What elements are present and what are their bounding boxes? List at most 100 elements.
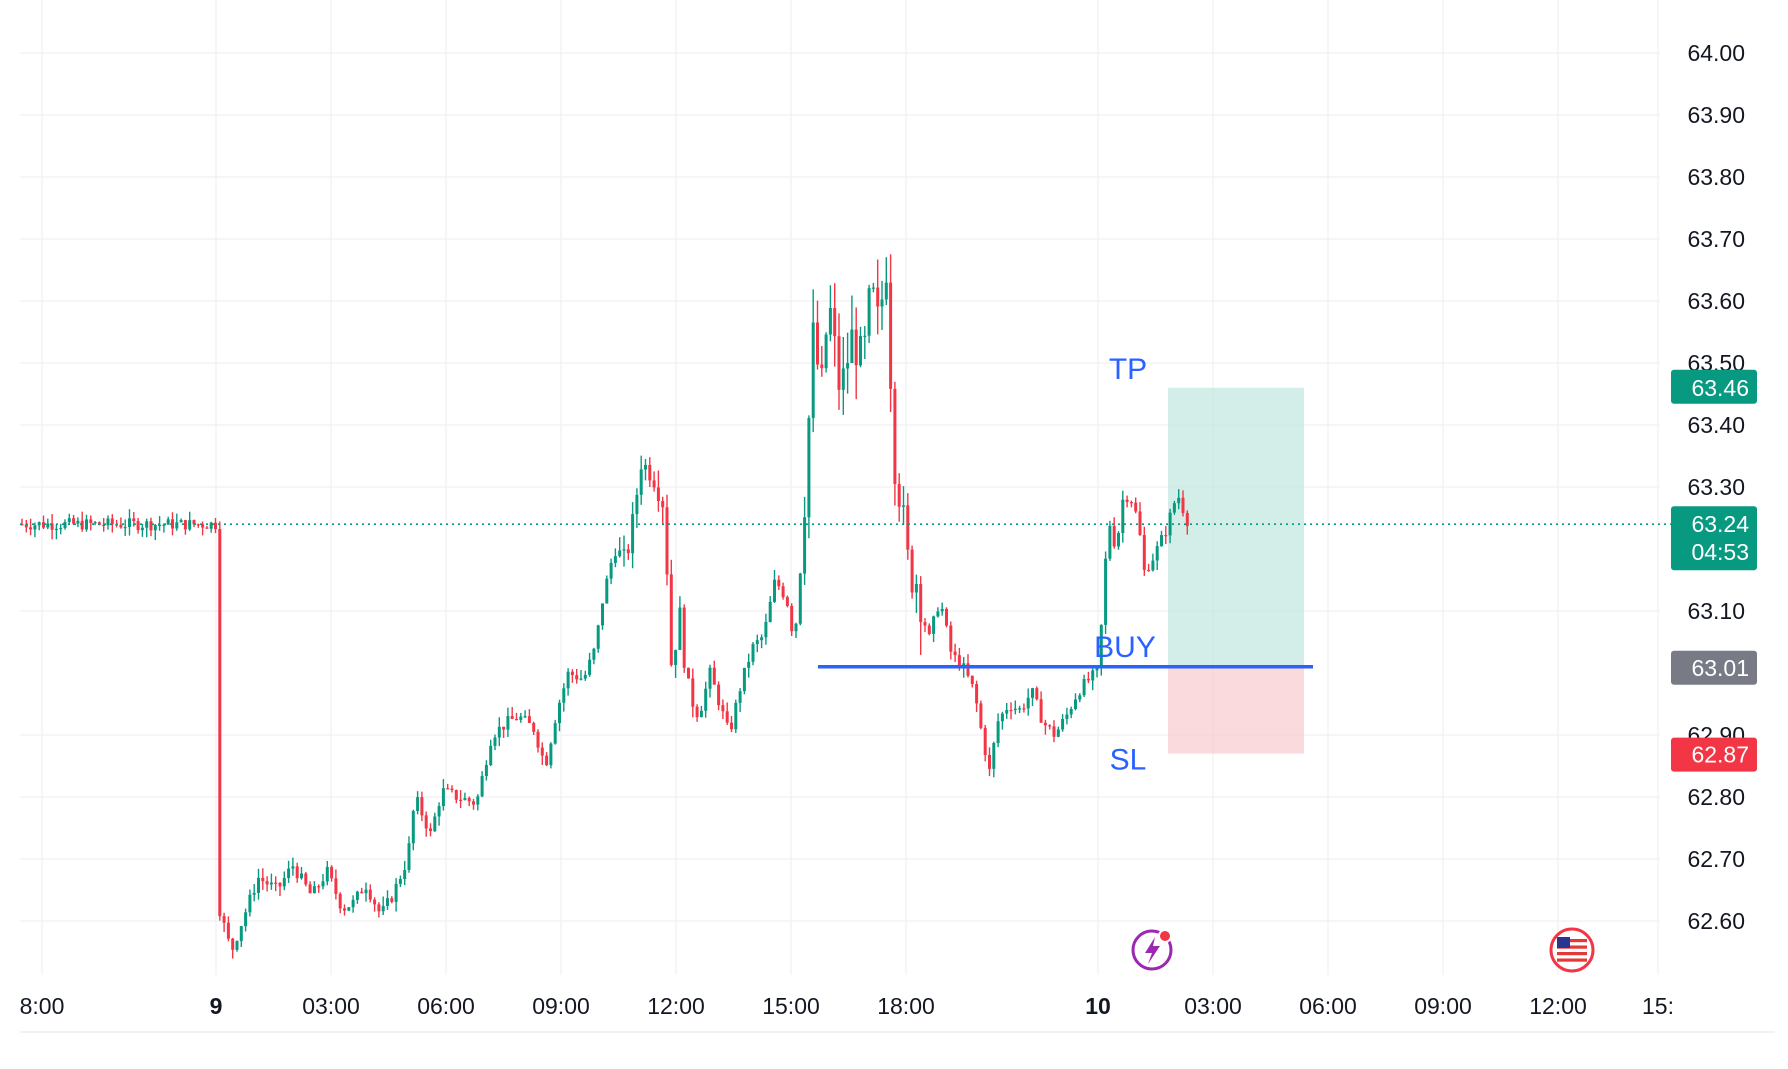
candle-160 <box>708 664 712 698</box>
time-tick-label: 15:00 <box>762 993 820 1019</box>
candle-24 <box>123 519 127 536</box>
candle-132 <box>588 652 592 677</box>
candle-127 <box>566 668 570 696</box>
candle-21 <box>110 514 114 533</box>
candle-body <box>89 519 93 523</box>
candle-body <box>777 579 781 587</box>
candle-body <box>489 745 493 766</box>
candle-body <box>1013 708 1017 711</box>
candle-14 <box>80 511 84 532</box>
candle-107 <box>480 771 484 798</box>
candle-body <box>312 886 316 894</box>
candle-104 <box>467 796 471 807</box>
candle-79 <box>360 887 364 894</box>
candle-body <box>601 603 604 626</box>
candle-137 <box>609 558 613 585</box>
candle-135 <box>601 603 604 630</box>
candle-228 <box>1000 711 1004 730</box>
candle-234 <box>1026 688 1030 716</box>
candle-37 <box>179 518 183 523</box>
candle-body <box>407 843 411 871</box>
candle-30 <box>149 517 153 537</box>
candle-184 <box>811 289 815 433</box>
candle-body <box>368 889 372 900</box>
candle-body <box>1082 679 1086 696</box>
time-tick-label: 12:00 <box>647 993 705 1019</box>
candle-body <box>1104 558 1108 625</box>
flag-stripe <box>1557 945 1587 949</box>
candle-body <box>811 322 815 419</box>
candle-150 <box>665 494 669 586</box>
lightning-event-icon[interactable] <box>1131 929 1173 971</box>
candle-body <box>532 722 536 732</box>
tp-price-text: 63.46 <box>1691 375 1749 401</box>
position-tool[interactable] <box>1168 387 1304 754</box>
candle-body <box>678 607 682 650</box>
candle-108 <box>484 760 488 781</box>
time-tick-label: 09:00 <box>1414 993 1472 1019</box>
countdown-text: 04:53 <box>1691 539 1749 565</box>
candle-3 <box>33 522 37 538</box>
candle-body <box>209 522 213 529</box>
candle-115 <box>515 712 518 721</box>
candle-body <box>747 661 751 668</box>
candle-145 <box>644 458 647 481</box>
candle-body <box>695 706 699 718</box>
candle-215 <box>945 607 948 628</box>
candle-body <box>377 904 381 912</box>
candle-body <box>360 891 364 894</box>
candle-35 <box>171 512 174 536</box>
candle-body <box>983 727 987 756</box>
tp-price-badge <box>1671 369 1757 404</box>
candle-body <box>1078 695 1082 700</box>
price-tick-label: 63.90 <box>1687 102 1745 128</box>
lightning-bolt-shape <box>1145 937 1160 964</box>
candle-body <box>351 899 355 908</box>
candle-body <box>841 368 845 390</box>
candle-body <box>712 667 716 685</box>
candle-body <box>734 702 738 730</box>
candle-body <box>562 688 566 703</box>
candle-183 <box>807 415 811 539</box>
candle-body <box>205 527 209 529</box>
candle-body <box>644 464 647 470</box>
candle-body <box>261 877 265 882</box>
candle-198 <box>871 282 875 293</box>
candle-223 <box>979 700 983 730</box>
candle-226 <box>992 741 996 778</box>
flag-canton <box>1557 937 1570 948</box>
candle-body <box>1147 569 1151 572</box>
candle-body <box>1061 719 1065 730</box>
candle-body <box>132 518 136 522</box>
candle-body <box>1142 534 1146 570</box>
candle-body <box>1125 499 1129 503</box>
time-tick-label: 06:00 <box>1299 993 1357 1019</box>
candle-body <box>166 519 170 525</box>
candle-body <box>282 877 286 887</box>
candle-241 <box>1056 726 1060 738</box>
candle-body <box>338 893 342 909</box>
candle-body <box>1172 503 1176 513</box>
candle-17 <box>93 520 97 526</box>
candle-117 <box>523 710 527 719</box>
candle-66 <box>304 871 308 887</box>
candle-171 <box>755 634 759 653</box>
candle-body <box>725 711 729 723</box>
candle-65 <box>300 866 303 880</box>
candle-179 <box>790 603 794 637</box>
candle-body <box>755 640 759 645</box>
candle-118 <box>527 709 531 724</box>
candle-78 <box>355 890 359 904</box>
candle-body <box>992 743 996 769</box>
price-tick-label: 63.10 <box>1687 598 1745 624</box>
price-tick-label: 62.70 <box>1687 846 1745 872</box>
us-flag-icon[interactable] <box>1549 927 1595 973</box>
candle-200 <box>880 280 884 330</box>
candle-body <box>149 521 153 531</box>
candle-84 <box>381 896 385 916</box>
candle-body <box>1099 624 1103 667</box>
candle-151 <box>669 559 673 667</box>
candle-body <box>618 550 622 557</box>
